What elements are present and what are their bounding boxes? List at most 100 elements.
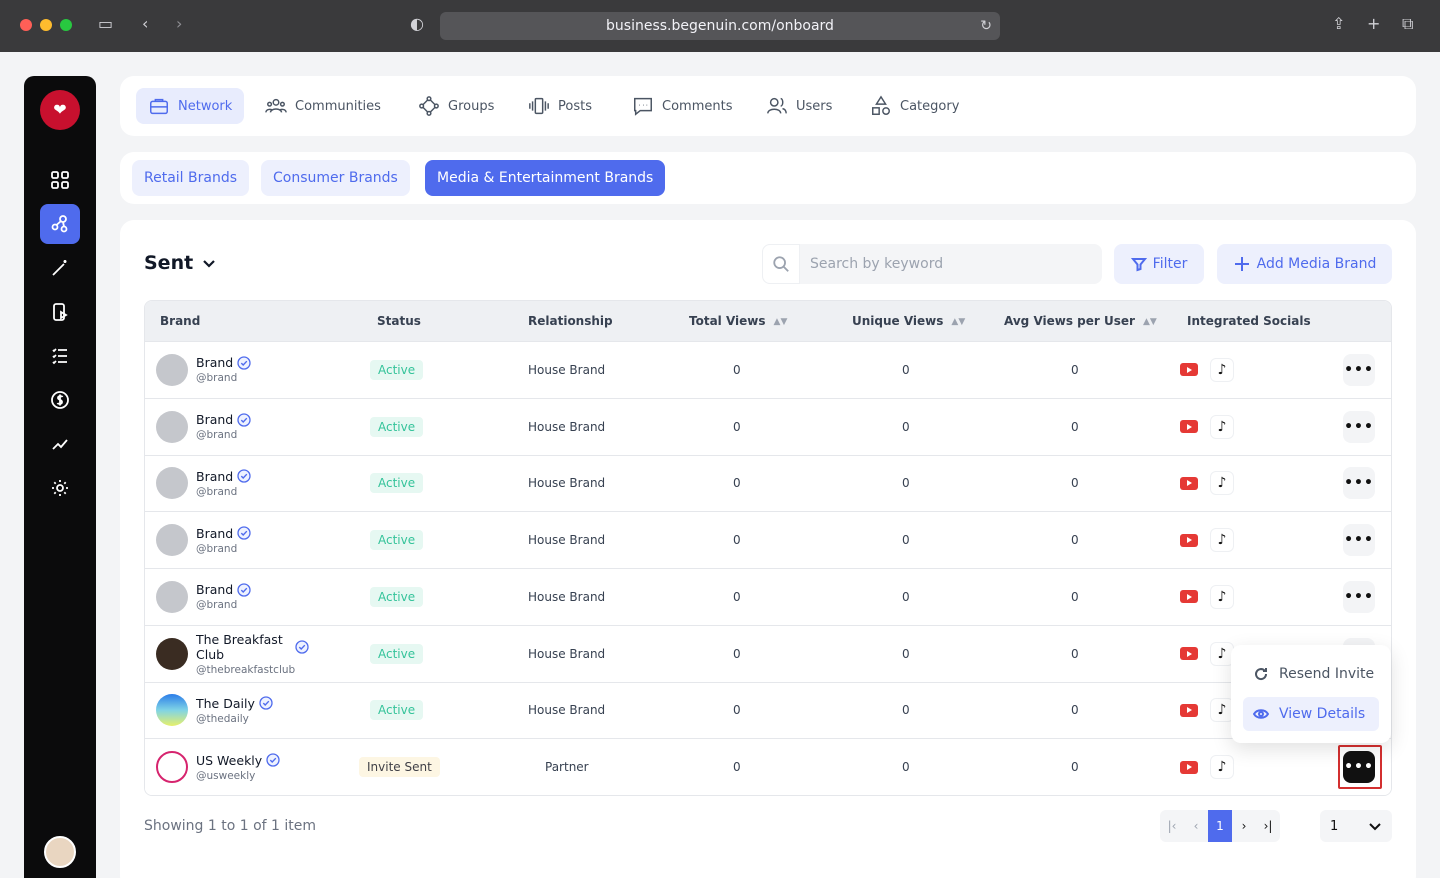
- more-actions-button[interactable]: •••: [1343, 467, 1375, 500]
- more-actions-button[interactable]: •••: [1343, 410, 1375, 443]
- status-badge: Active: [370, 700, 424, 721]
- address-bar[interactable]: business.begenuin.com/onboard ↻: [440, 12, 1000, 40]
- sort-icon: ▲▼: [1142, 316, 1157, 327]
- brand-cell[interactable]: Brand @brand: [156, 342, 251, 398]
- sent-dropdown[interactable]: Sent: [144, 252, 217, 274]
- current-page[interactable]: 1: [1208, 810, 1232, 842]
- tab-network[interactable]: Network: [136, 88, 245, 124]
- table-row[interactable]: Brand @brand Active House Brand 0 0 0 ♪ …: [145, 454, 1391, 512]
- close-window-button[interactable]: [20, 19, 32, 31]
- tiktok-icon[interactable]: ♪: [1210, 471, 1234, 496]
- share-icon[interactable]: ⇪: [1332, 14, 1346, 33]
- add-media-brand-button[interactable]: Add Media Brand: [1217, 244, 1392, 284]
- tab-media-entertainment-brands[interactable]: Media & Entertainment Brands: [425, 160, 666, 196]
- youtube-icon[interactable]: [1180, 647, 1198, 661]
- more-actions-button[interactable]: •••: [1343, 751, 1375, 784]
- tab-retail-brands[interactable]: Retail Brands: [132, 160, 250, 196]
- tiktok-icon[interactable]: ♪: [1210, 357, 1234, 382]
- brand-cell[interactable]: Brand @brand: [156, 569, 251, 625]
- first-page-icon[interactable]: |‹: [1160, 810, 1184, 842]
- header-brand: Brand: [160, 314, 201, 328]
- youtube-icon[interactable]: [1180, 533, 1198, 547]
- youtube-icon[interactable]: [1180, 420, 1198, 434]
- selected-action-highlight: [1338, 745, 1382, 790]
- tab-communities[interactable]: Communities: [253, 88, 393, 124]
- sort-icon: ▲▼: [773, 316, 788, 327]
- search-input[interactable]: [800, 256, 1090, 272]
- tiktok-icon[interactable]: ♪: [1210, 528, 1234, 553]
- table-row[interactable]: The Breakfast Club @thebreakfastclub Act…: [145, 624, 1391, 682]
- resend-invite-item[interactable]: Resend Invite: [1243, 657, 1379, 691]
- table-row[interactable]: The Daily @thedaily Active House Brand 0…: [145, 681, 1391, 739]
- youtube-icon[interactable]: [1180, 590, 1198, 604]
- app-logo[interactable]: ❤: [40, 90, 80, 130]
- resend-icon: [1255, 668, 1268, 681]
- brand-cell[interactable]: US Weekly @usweekly: [156, 739, 280, 795]
- status-badge: Active: [370, 586, 424, 607]
- dashboard-icon[interactable]: [40, 160, 80, 200]
- header-avg-views[interactable]: Avg Views per User ▲▼: [1004, 301, 1157, 341]
- checklist-icon[interactable]: [40, 336, 80, 376]
- brand-cell[interactable]: The Breakfast Club @thebreakfastclub: [156, 626, 309, 682]
- zoom-window-button[interactable]: [60, 19, 72, 31]
- tab-consumer-brands[interactable]: Consumer Brands: [261, 160, 410, 196]
- new-tab-icon[interactable]: +: [1367, 14, 1381, 33]
- tiktok-icon[interactable]: ♪: [1210, 698, 1234, 723]
- table-row[interactable]: Brand @brand Active House Brand 0 0 0 ♪ …: [145, 511, 1391, 568]
- tiktok-icon[interactable]: ♪: [1210, 414, 1234, 439]
- tiktok-icon[interactable]: ♪: [1210, 584, 1234, 609]
- tab-category[interactable]: Category: [858, 88, 971, 124]
- page-select[interactable]: 1: [1320, 810, 1392, 842]
- tab-users[interactable]: Users: [754, 88, 844, 124]
- brand-avatar: [156, 580, 188, 613]
- add-media-brand-label: Add Media Brand: [1256, 256, 1377, 272]
- youtube-icon[interactable]: [1180, 703, 1198, 717]
- total-views-cell: 0: [733, 533, 741, 548]
- tabs-overview-icon[interactable]: ⧉: [1402, 14, 1414, 33]
- table-row[interactable]: Brand @brand Active House Brand 0 0 0 ♪ …: [145, 341, 1391, 398]
- view-details-item[interactable]: View Details: [1243, 697, 1379, 731]
- sidebar-toggle-icon[interactable]: ▭: [98, 14, 114, 33]
- minimize-window-button[interactable]: [40, 19, 52, 31]
- pagination-summary: Showing 1 to 1 of 1 item: [144, 818, 317, 834]
- more-actions-button[interactable]: •••: [1343, 353, 1375, 386]
- tab-groups[interactable]: Groups: [406, 88, 506, 124]
- youtube-icon[interactable]: [1180, 363, 1198, 377]
- last-page-icon[interactable]: ›|: [1256, 810, 1280, 842]
- back-icon[interactable]: ‹: [142, 14, 149, 33]
- youtube-icon[interactable]: [1180, 760, 1198, 774]
- brand-name: Brand: [196, 582, 234, 598]
- dollar-icon[interactable]: [40, 380, 80, 420]
- prev-page-icon[interactable]: ‹: [1184, 810, 1208, 842]
- next-page-icon[interactable]: ›: [1232, 810, 1256, 842]
- tab-comments[interactable]: Comments: [620, 88, 744, 124]
- settings-icon[interactable]: [40, 468, 80, 508]
- brands-panel: Sent Filter Add Media Brand Brand Status…: [120, 220, 1416, 878]
- magic-wand-icon[interactable]: [40, 248, 80, 288]
- youtube-icon[interactable]: [1180, 476, 1198, 490]
- users-icon: [767, 97, 787, 114]
- more-actions-button[interactable]: •••: [1343, 524, 1375, 557]
- more-actions-button[interactable]: •••: [1343, 580, 1375, 613]
- tiktok-icon[interactable]: ♪: [1210, 755, 1234, 780]
- browser-toolbar: ▭ ‹ › ◐ business.begenuin.com/onboard ↻ …: [0, 0, 1440, 52]
- header-total-views[interactable]: Total Views ▲▼: [689, 301, 787, 341]
- verified-badge-icon: [237, 583, 251, 597]
- table-row[interactable]: Brand @brand Active House Brand 0 0 0 ♪ …: [145, 568, 1391, 625]
- tab-posts[interactable]: Posts: [516, 88, 604, 124]
- brand-cell[interactable]: The Daily @thedaily: [156, 683, 273, 739]
- network-icon[interactable]: [40, 204, 80, 244]
- analytics-icon[interactable]: [40, 424, 80, 464]
- forward-icon[interactable]: ›: [176, 14, 183, 33]
- filter-button[interactable]: Filter: [1114, 244, 1204, 284]
- video-device-icon[interactable]: [40, 292, 80, 332]
- table-row[interactable]: US Weekly @usweekly Invite Sent Partner …: [145, 738, 1391, 795]
- brand-cell[interactable]: Brand @brand: [156, 512, 251, 568]
- table-row[interactable]: Brand @brand Active House Brand 0 0 0 ♪ …: [145, 397, 1391, 455]
- verified-badge-icon: [259, 696, 273, 711]
- header-unique-views[interactable]: Unique Views ▲▼: [852, 301, 965, 341]
- reload-icon[interactable]: ↻: [980, 18, 992, 34]
- brand-cell[interactable]: Brand @brand: [156, 399, 251, 455]
- user-avatar[interactable]: [44, 836, 76, 868]
- brand-cell[interactable]: Brand @brand: [156, 456, 251, 512]
